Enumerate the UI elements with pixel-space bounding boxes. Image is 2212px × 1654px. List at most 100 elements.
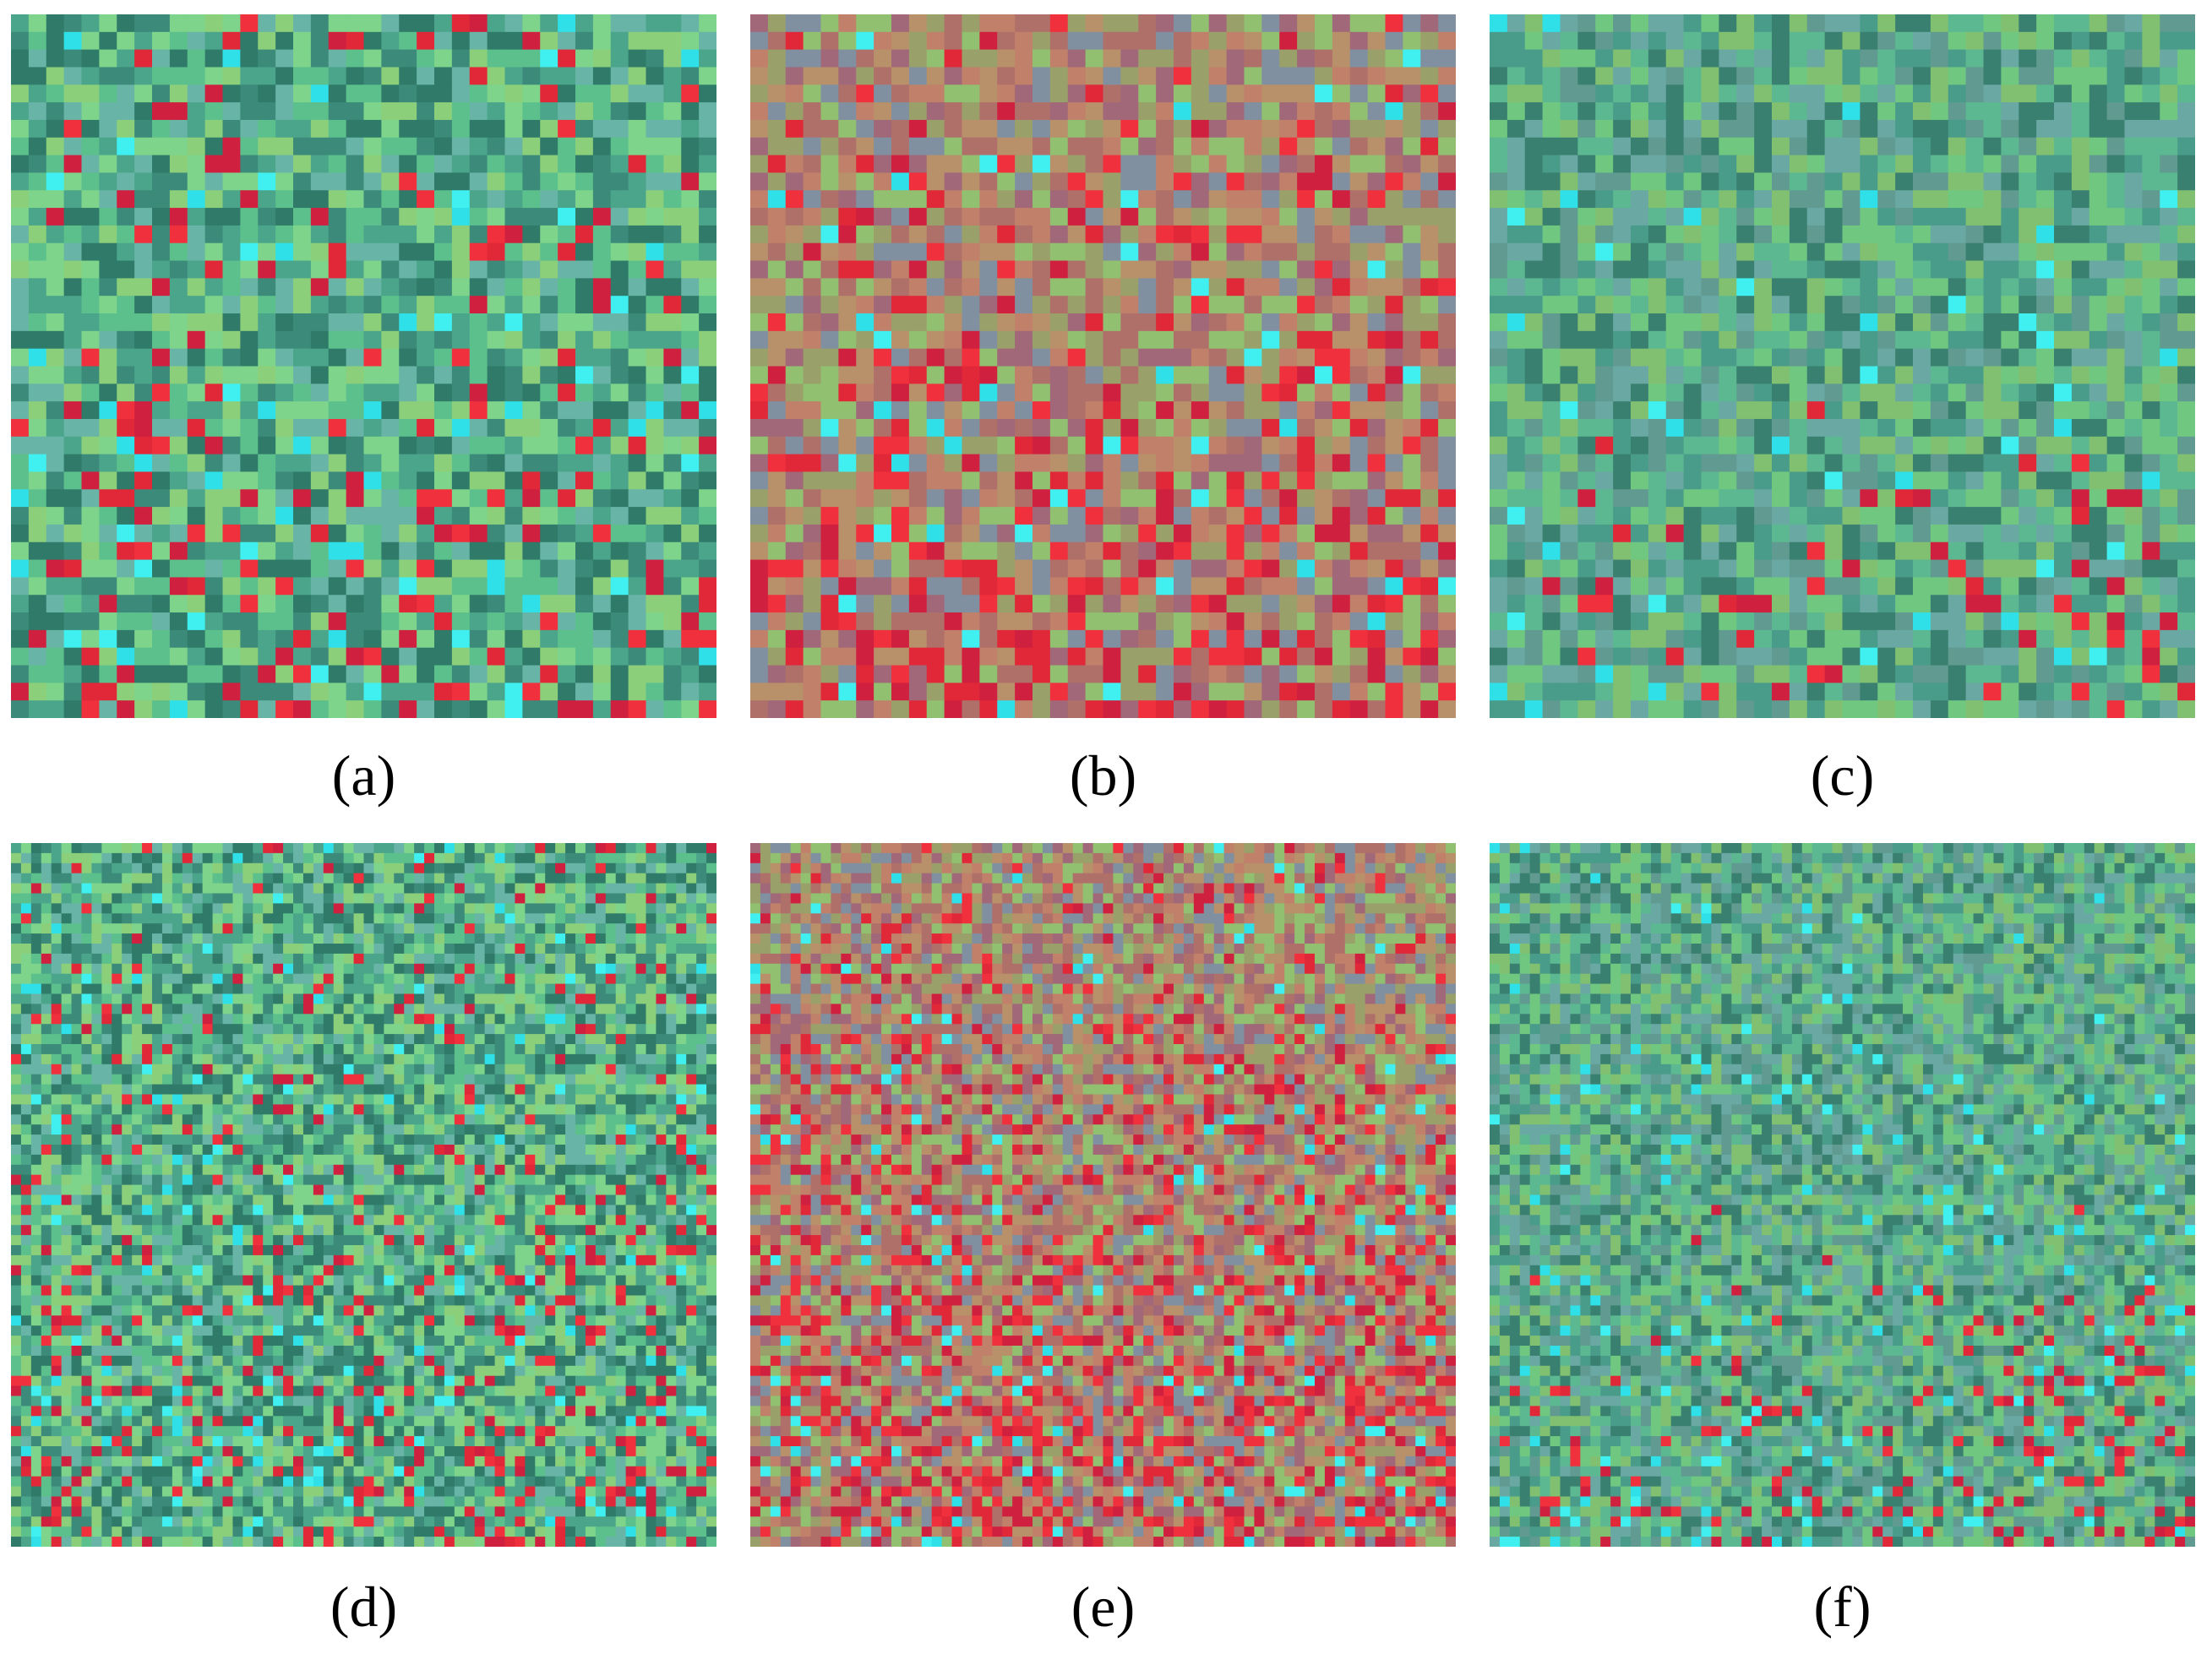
pixel [1789, 559, 1808, 578]
pixel [275, 242, 294, 262]
pixel [1261, 366, 1280, 384]
pixel [404, 852, 415, 864]
pixel [2089, 14, 2108, 33]
pixel [1420, 401, 1439, 420]
pixel [856, 31, 874, 51]
pixel [1261, 242, 1280, 262]
pixel [81, 401, 100, 420]
pixel [1385, 296, 1403, 314]
pixel [944, 489, 963, 508]
pixel [2036, 629, 2055, 649]
pixel [820, 242, 839, 262]
pixel [1877, 524, 1896, 543]
pixel [663, 67, 682, 85]
pixel [1736, 260, 1755, 279]
pixel [1085, 225, 1104, 244]
pixel [1226, 524, 1245, 543]
pixel [1067, 330, 1087, 350]
pixel [99, 260, 117, 279]
pixel [1701, 436, 1719, 455]
pixel [172, 843, 183, 854]
pixel [2124, 436, 2143, 455]
pixel [785, 683, 804, 701]
pixel [51, 852, 63, 864]
pixel [646, 242, 664, 262]
pixel [2019, 137, 2037, 156]
pixel [1983, 260, 2002, 279]
pixel [204, 683, 224, 701]
pixel [1420, 225, 1439, 244]
pixel [11, 137, 30, 156]
pixel [487, 541, 506, 561]
pixel [328, 137, 347, 156]
pixel [117, 225, 135, 244]
pixel [1190, 119, 1210, 139]
pixel [1032, 242, 1051, 262]
pixel [1542, 102, 1561, 121]
pixel [81, 208, 100, 226]
pixel [323, 843, 335, 854]
pixel [926, 595, 945, 613]
pixel [1490, 629, 1508, 649]
pixel [1701, 313, 1719, 332]
pixel [1948, 665, 1967, 683]
pixel [11, 454, 30, 473]
pixel [169, 384, 188, 402]
pixel [258, 330, 276, 350]
pixel [444, 862, 455, 874]
pixel [592, 242, 612, 262]
pixel [451, 313, 471, 332]
pixel [101, 843, 112, 854]
pixel [1560, 119, 1578, 139]
pixel [1332, 577, 1351, 596]
pixel [1913, 278, 1931, 297]
pixel [310, 208, 330, 226]
pixel [1332, 155, 1351, 174]
pixel [134, 172, 153, 191]
pixel [558, 541, 576, 561]
pixel [381, 665, 400, 683]
pixel [856, 524, 874, 543]
pixel [592, 155, 612, 174]
pixel [628, 665, 647, 683]
pixel [46, 225, 65, 244]
pixel [1385, 612, 1403, 631]
pixel [1174, 629, 1192, 649]
pixel [785, 330, 804, 350]
pixel [1138, 507, 1157, 525]
pixel [1860, 524, 1878, 543]
pixel [222, 541, 241, 561]
pixel [1190, 700, 1210, 718]
pixel [1315, 348, 1333, 367]
pixel [856, 102, 874, 121]
pixel [99, 436, 117, 455]
pixel [1542, 647, 1561, 666]
pixel [1438, 67, 1456, 85]
pixel [575, 524, 594, 543]
pixel [785, 401, 804, 420]
pixel [1648, 84, 1667, 103]
pixel [1789, 401, 1808, 420]
pixel [575, 577, 594, 596]
pixel [328, 119, 347, 139]
pixel [1754, 577, 1773, 596]
pixel [1930, 454, 1949, 473]
pixel [1049, 436, 1069, 455]
pixel [1067, 401, 1087, 420]
pixel [275, 313, 294, 332]
pixel [1701, 190, 1719, 209]
pixel [699, 524, 716, 543]
pixel [293, 454, 312, 473]
pixel [1577, 296, 1596, 314]
pixel [1913, 559, 1931, 578]
pixel [222, 172, 241, 191]
pixel [1560, 67, 1578, 85]
pixel [81, 119, 100, 139]
pixel [310, 190, 330, 209]
pixel [555, 852, 566, 864]
pixel [202, 862, 214, 874]
pixel [273, 862, 284, 874]
pixel [451, 489, 471, 508]
pixel [1349, 384, 1369, 402]
pixel [1736, 454, 1755, 473]
